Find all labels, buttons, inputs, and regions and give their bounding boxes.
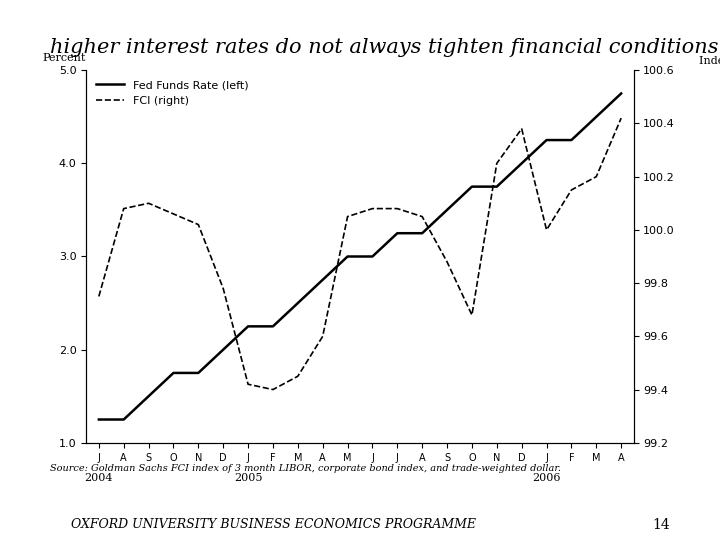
Text: 14: 14 [652,518,670,532]
Text: 2004: 2004 [84,474,113,483]
Y-axis label: Percent: Percent [42,53,86,63]
Text: 2006: 2006 [532,474,561,483]
Text: 2005: 2005 [234,474,262,483]
Text: higher interest rates do not always tighten financial conditions: higher interest rates do not always tigh… [50,38,719,57]
Text: Source: Goldman Sachs FCI index of 3 month LIBOR, corporate bond index, and trad: Source: Goldman Sachs FCI index of 3 mon… [50,464,562,474]
Legend: Fed Funds Rate (left), FCI (right): Fed Funds Rate (left), FCI (right) [92,76,253,110]
Y-axis label: Index, 10/20/03=100: Index, 10/20/03=100 [699,55,720,65]
Text: OXFORD UNIVERSITY BUSINESS ECONOMICS PROGRAMME: OXFORD UNIVERSITY BUSINESS ECONOMICS PRO… [71,518,476,531]
